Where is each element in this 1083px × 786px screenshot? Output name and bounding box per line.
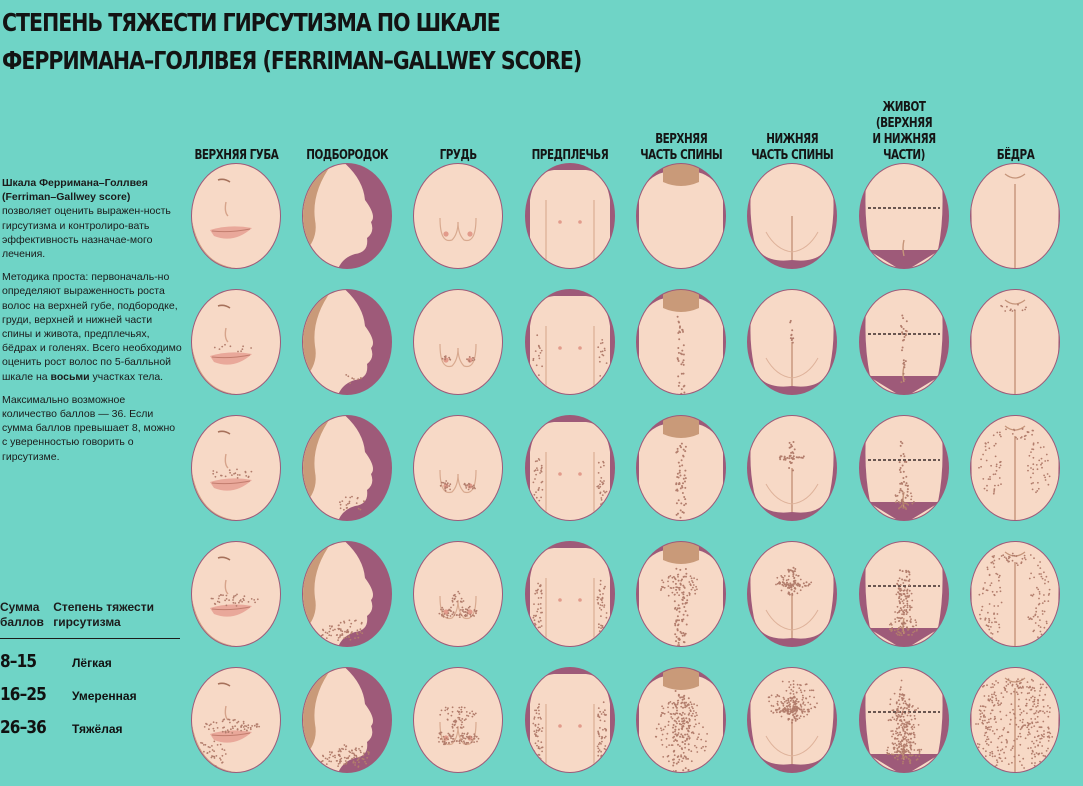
legend-range: 8–15 [0, 651, 37, 672]
title-line-2: ФЕРРИМАНА–ГОЛЛВЕЯ (FERRIMAN–GALLWEY SCOR… [2, 46, 582, 75]
chin-grade-1-illustration [301, 286, 393, 398]
chin-grade-0-illustration [301, 160, 393, 272]
upper-back-grade-0-illustration [635, 160, 727, 272]
description-paragraph-2: Методика проста: первоначаль-но определя… [2, 270, 182, 384]
column-header-label: ВЕРХНЯЯ ГУБА [194, 148, 278, 163]
legend-header-sum: Сумма баллов [0, 600, 44, 629]
description-scale-name: Шкала Ферримана–Голлвея (Ferriman–Gallwe… [2, 177, 148, 204]
upper-back-grade-2-illustration [635, 412, 727, 524]
forearms-grade-3-illustration [524, 538, 616, 650]
abdomen-grade-3-illustration [858, 538, 950, 650]
legend-range: 16–25 [0, 684, 47, 705]
column-header-label: БЁДРА [996, 148, 1034, 163]
chest-grade-1-illustration [412, 286, 504, 398]
legend-header-severity: Степень тяжести гирсутизма [53, 600, 154, 629]
description: Шкала Ферримана–Голлвея (Ferriman–Gallwe… [2, 176, 182, 473]
column-header-upper_back: ВЕРХНЯЯ ЧАСТЬ СПИНЫ [625, 90, 737, 164]
lower-back-grade-4-illustration [746, 664, 838, 776]
description-p1-text: позволяет оценить выражен-ность гирсутиз… [2, 205, 171, 261]
chin-grade-3-illustration [301, 538, 393, 650]
upper-back-grade-1-illustration [635, 286, 727, 398]
score-legend: Сумма баллов Степень тяжести гирсутизма … [0, 600, 180, 738]
column-header-upper_lip: ВЕРХНЯЯ ГУБА [180, 90, 292, 164]
column-header-chin: ПОДБОРОДОК [291, 90, 403, 164]
description-p2-text: Методика проста: первоначаль-но определя… [2, 271, 182, 383]
upper-lip-grade-0-illustration [190, 160, 282, 272]
upper-lip-grade-1-illustration [190, 286, 282, 398]
chest-grade-4-illustration [412, 664, 504, 776]
upper-back-grade-3-illustration [635, 538, 727, 650]
abdomen-grade-0-illustration [858, 160, 950, 272]
legend-row: 26–36 Тяжёлая [0, 717, 180, 738]
legend-severity: Умеренная [72, 689, 137, 703]
lower-back-grade-3-illustration [746, 538, 838, 650]
thighs-grade-1-illustration [969, 286, 1061, 398]
forearms-grade-2-illustration [524, 412, 616, 524]
column-header-label: ВЕРХНЯЯ ЧАСТЬ СПИНЫ [640, 132, 722, 163]
column-header-label: ЖИВОТ (ВЕРХНЯЯ И НИЖНЯЯ ЧАСТИ) [872, 100, 936, 163]
column-header-lower_back: НИЖНЯЯ ЧАСТЬ СПИНЫ [736, 90, 848, 164]
forearms-grade-4-illustration [524, 664, 616, 776]
thighs-grade-3-illustration [969, 538, 1061, 650]
legend-row: 16–25 Умеренная [0, 684, 180, 705]
legend-severity: Лёгкая [72, 656, 112, 670]
column-header-label: ПОДБОРОДОК [306, 148, 388, 163]
thighs-grade-4-illustration [969, 664, 1061, 776]
lower-back-grade-0-illustration [746, 160, 838, 272]
legend-row: 8–15 Лёгкая [0, 651, 180, 672]
chest-grade-3-illustration [412, 538, 504, 650]
upper-lip-grade-2-illustration [190, 412, 282, 524]
legend-severity: Тяжёлая [72, 722, 123, 736]
column-header-label: ГРУДЬ [439, 148, 477, 163]
thighs-grade-2-illustration [969, 412, 1061, 524]
description-p2-bold: восьми [50, 370, 90, 383]
column-header-label: НИЖНЯЯ ЧАСТЬ СПИНЫ [751, 132, 833, 163]
upper-lip-grade-3-illustration [190, 538, 282, 650]
upper-lip-grade-4-illustration [190, 664, 282, 776]
column-header-abdomen: ЖИВОТ (ВЕРХНЯЯ И НИЖНЯЯ ЧАСТИ) [848, 90, 960, 164]
column-header-label: ПРЕДПЛЕЧЬЯ [531, 148, 609, 163]
column-header-chest: ГРУДЬ [402, 90, 514, 164]
lower-back-grade-2-illustration [746, 412, 838, 524]
lower-back-grade-1-illustration [746, 286, 838, 398]
abdomen-grade-4-illustration [858, 664, 950, 776]
chest-grade-2-illustration [412, 412, 504, 524]
thighs-grade-0-illustration [969, 160, 1061, 272]
column-header-thighs: БЁДРА [959, 90, 1071, 164]
page-title: СТЕПЕНЬ ТЯЖЕСТИ ГИРСУТИЗМА ПО ШКАЛЕ ФЕРР… [2, 4, 582, 80]
chin-grade-2-illustration [301, 412, 393, 524]
description-p2-end: участках тела. [89, 370, 164, 383]
abdomen-grade-1-illustration [858, 286, 950, 398]
chin-grade-4-illustration [301, 664, 393, 776]
title-line-1: СТЕПЕНЬ ТЯЖЕСТИ ГИРСУТИЗМА ПО ШКАЛЕ [2, 8, 501, 37]
description-paragraph-1: Шкала Ферримана–Голлвея (Ferriman–Gallwe… [2, 176, 182, 261]
chest-grade-0-illustration [412, 160, 504, 272]
abdomen-grade-2-illustration [858, 412, 950, 524]
legend-header: Сумма баллов Степень тяжести гирсутизма [0, 600, 180, 639]
description-paragraph-3: Максимально возможное количество баллов … [2, 393, 176, 463]
forearms-grade-1-illustration [524, 286, 616, 398]
legend-range: 26–36 [0, 717, 47, 738]
column-header-forearms: ПРЕДПЛЕЧЬЯ [514, 90, 626, 164]
forearms-grade-0-illustration [524, 160, 616, 272]
upper-back-grade-4-illustration [635, 664, 727, 776]
